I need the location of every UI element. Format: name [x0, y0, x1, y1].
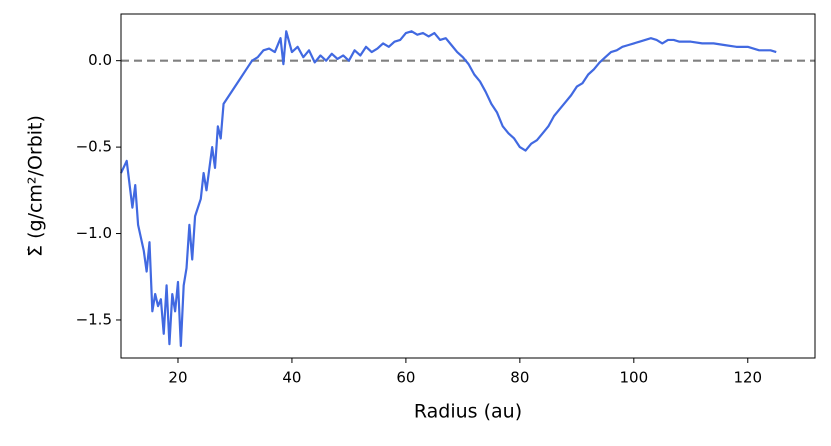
y-tick-label: −1.0	[76, 224, 112, 242]
x-tick-label: 100	[619, 369, 648, 387]
x-tick-label: 60	[396, 369, 415, 387]
x-tick-label: 40	[282, 369, 301, 387]
y-axis-label: Σ̇ (g/cm²/Orbit)	[25, 115, 47, 257]
x-axis-label: Radius (au)	[414, 401, 522, 423]
data-line	[120, 30, 777, 347]
y-tick-label: 0.0	[88, 51, 112, 69]
y-tick-label: −0.5	[76, 138, 112, 156]
plot-frame	[120, 13, 816, 359]
x-tick-label: 20	[168, 369, 187, 387]
x-tick-label: 120	[733, 369, 762, 387]
x-tick-label: 80	[510, 369, 529, 387]
y-tick-label: −1.5	[76, 310, 112, 328]
